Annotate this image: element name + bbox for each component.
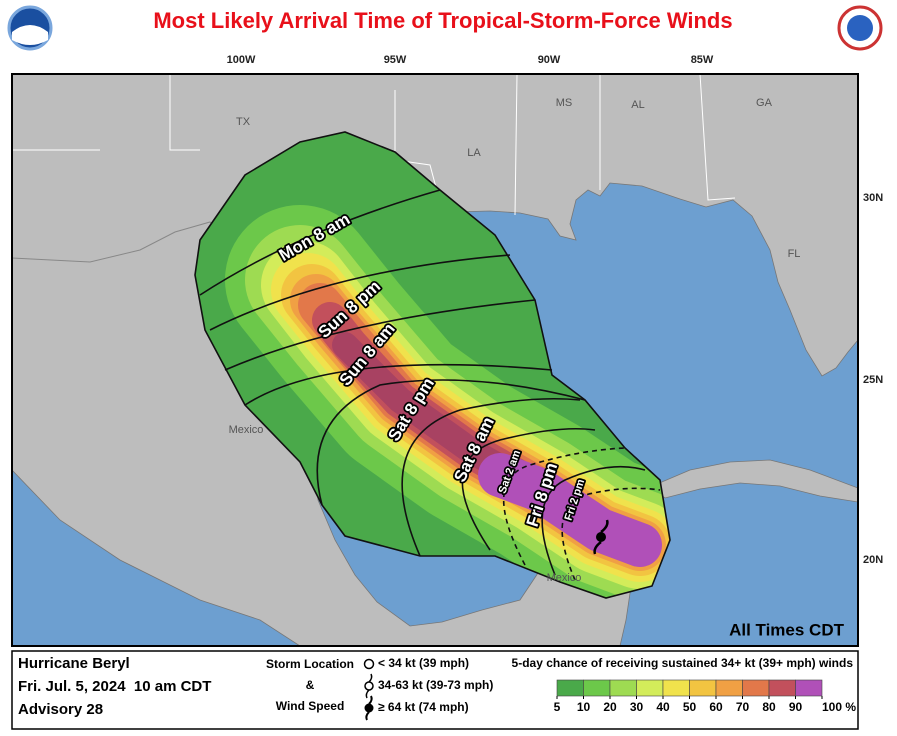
key-title: Storm Location [266, 657, 354, 671]
nws-logo-center [847, 15, 873, 41]
latitude-label: 20N [863, 554, 883, 566]
place-label: AL [631, 99, 644, 111]
key-icon [365, 695, 373, 721]
place-label: GA [756, 97, 773, 109]
latitude-label: 30N [863, 192, 883, 204]
key-entry: < 34 kt (39 mph) [378, 656, 469, 670]
legend-tick-label: 30 [630, 700, 644, 714]
legend-tick-label: 70 [736, 700, 750, 714]
place-label: Mexico [547, 572, 582, 584]
legend-swatch [795, 679, 823, 697]
legend-swatch [556, 679, 584, 697]
longitude-label: 85W [691, 54, 714, 66]
place-label: FL [788, 248, 801, 260]
storm-name: Hurricane Beryl [18, 655, 130, 672]
state-border [12, 74, 200, 151]
isochrone [541, 465, 646, 576]
noaa-logo-wave [12, 25, 48, 45]
legend-tick-label: 50 [683, 700, 697, 714]
legend-tick-label: 80 [762, 700, 776, 714]
isochrone [244, 363, 553, 406]
legend-swatch [742, 679, 770, 697]
isochrone [316, 379, 586, 506]
isochrone [224, 299, 536, 371]
time-note: All Times CDT [729, 620, 845, 639]
legend-tick-label: 20 [603, 700, 617, 714]
isochrones [199, 189, 661, 581]
legend-swatch [768, 679, 796, 697]
key-icon [365, 673, 373, 699]
place-label: TX [236, 116, 251, 128]
legend-swatch [715, 679, 743, 697]
map: TX LA MS AL GA FL Mexico Mexico Mon 8 am… [12, 74, 858, 646]
legend-title: 5-day chance of receiving sustained 34+ … [512, 656, 854, 670]
legend-swatch [636, 679, 664, 697]
swath-outline [194, 131, 671, 599]
key-icon [363, 658, 375, 670]
isochrone [199, 189, 441, 296]
legend: 5 10 20 30 40 50 60 70 80 90 100 % [554, 679, 856, 714]
legend-tick-label: 100 % [822, 700, 856, 714]
cuba [649, 459, 858, 503]
legend-swatch [583, 679, 611, 697]
longitude-label: 90W [538, 54, 561, 66]
state-border [394, 74, 736, 216]
storm-marker-arms [593, 519, 609, 555]
key-entry: 34-63 kt (39-73 mph) [378, 678, 493, 692]
key-title: Wind Speed [276, 699, 345, 713]
swath-band [478, 453, 662, 567]
isochrone [401, 397, 581, 557]
storm-advisory: Advisory 28 [18, 701, 103, 718]
longitude-label: 100W [227, 54, 256, 66]
legend-swatch [609, 679, 637, 697]
place-label: Mexico [229, 424, 264, 436]
storm-marker [596, 532, 606, 542]
legend-tick-label: 90 [789, 700, 803, 714]
isochrone [561, 487, 661, 581]
title: Most Likely Arrival Time of Tropical-Sto… [153, 8, 732, 33]
storm-date: Fri. Jul. 5, 2024 10 am CDT [18, 678, 211, 695]
isochrone [502, 447, 626, 566]
longitude-label: 95W [384, 54, 407, 66]
key-icon [364, 681, 374, 691]
key-icon [364, 703, 374, 713]
legend-tick-label: 60 [709, 700, 723, 714]
legend-swatch [662, 679, 690, 697]
place-label: LA [467, 147, 481, 159]
key-entry: ≥ 64 kt (74 mph) [378, 700, 469, 714]
key-title: & [306, 678, 315, 692]
legend-tick-label: 5 [554, 700, 561, 714]
latitude-label: 25N [863, 374, 883, 386]
isochrone [461, 427, 596, 551]
place-label: MS [556, 97, 573, 109]
legend-tick-label: 40 [656, 700, 670, 714]
legend-swatch [689, 679, 717, 697]
isochrone [209, 254, 511, 331]
legend-tick-label: 10 [577, 700, 591, 714]
map-frame [11, 73, 859, 647]
